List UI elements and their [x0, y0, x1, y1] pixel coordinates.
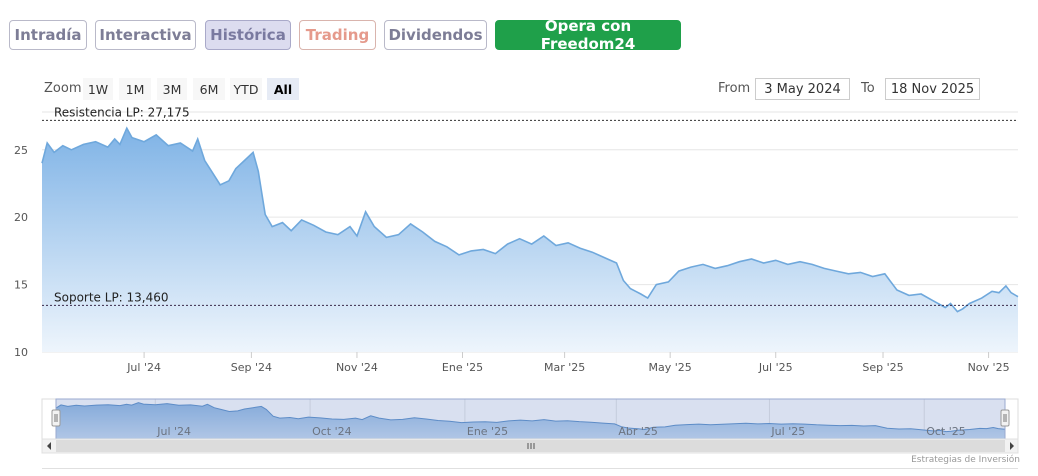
series-line: [41, 126, 1019, 313]
scroll-left-arrow-icon[interactable]: [47, 442, 51, 450]
zoom-label: Zoom: [44, 81, 82, 96]
y-axis: 10 15 20 25: [14, 144, 28, 359]
y-tick-label: 10: [14, 346, 28, 359]
x-tick-label: Sep '25: [862, 361, 903, 374]
x-axis: Jul '24 Sep '24 Nov '24 Ene '25 Mar '25 May '…: [126, 352, 1010, 374]
tab-historica[interactable]: Histórica: [205, 20, 291, 50]
y-tick-label: 20: [14, 211, 28, 224]
tab-intradia[interactable]: Intradía: [9, 20, 87, 50]
navigator-scrollbar[interactable]: [41, 438, 1019, 454]
x-tick-label: Mar '25: [544, 361, 585, 374]
navigator-tick-label: Oct '24: [312, 425, 352, 438]
x-tick-label: Jul '24: [126, 361, 161, 374]
navigator-right-handle[interactable]: [1000, 409, 1010, 427]
chart-credit: Estrategias de Inversión: [911, 455, 1020, 465]
support-label: Soporte LP: 13,460: [54, 290, 169, 304]
from-label: From: [718, 81, 751, 96]
tab-trading[interactable]: Trading: [299, 20, 376, 50]
opera-freedom24-button[interactable]: Opera con Freedom24: [495, 17, 681, 53]
from-date-input[interactable]: [755, 78, 850, 100]
resistance-label: Resistencia LP: 27,175: [54, 105, 190, 119]
zoom-1w-button[interactable]: 1W: [83, 78, 113, 100]
zoom-1m-button[interactable]: 1M: [119, 78, 151, 100]
x-tick-label: May '25: [649, 361, 692, 374]
navigator-series-line: [55, 402, 1006, 433]
y-tick-label: 15: [14, 279, 28, 292]
navigator-tick-label: Ene '25: [467, 425, 508, 438]
navigator[interactable]: Jul '24 Oct '24 Ene '25 Abr '25 Jul '25 Oct '…: [41, 398, 1019, 454]
zoom-3m-button[interactable]: 3M: [157, 78, 187, 100]
x-tick-label: Ene '25: [442, 361, 483, 374]
to-date-input[interactable]: [885, 78, 980, 100]
x-tick-label: Jul '25: [758, 361, 793, 374]
zoom-all-button[interactable]: All: [267, 78, 299, 100]
navigator-selection[interactable]: [55, 398, 1006, 440]
x-tick-label: Nov '24: [336, 361, 378, 374]
tab-interactiva[interactable]: Interactiva: [95, 20, 196, 50]
navigator-left-handle[interactable]: [51, 409, 61, 427]
navigator-tick-label: Abr '25: [618, 425, 658, 438]
scroll-right-arrow-icon[interactable]: [1010, 442, 1014, 450]
to-label: To: [861, 81, 875, 96]
navigator-tick-label: Jul '25: [770, 425, 805, 438]
navigator-tick-label: Oct '25: [926, 425, 966, 438]
zoom-ytd-button[interactable]: YTD: [230, 78, 262, 100]
y-tick-label: 25: [14, 144, 28, 157]
tab-dividendos[interactable]: Dividendos: [384, 20, 487, 50]
x-tick-label: Nov '25: [968, 361, 1010, 374]
level-lines: Resistencia LP: 27,175 Soporte LP: 13,460: [42, 105, 1018, 306]
navigator-tick-label: Jul '24: [156, 425, 191, 438]
series-fill: [42, 128, 1018, 352]
x-tick-label: Sep '24: [231, 361, 272, 374]
series-area: [41, 126, 1019, 352]
divider: [42, 468, 1018, 469]
zoom-6m-button[interactable]: 6M: [193, 78, 225, 100]
